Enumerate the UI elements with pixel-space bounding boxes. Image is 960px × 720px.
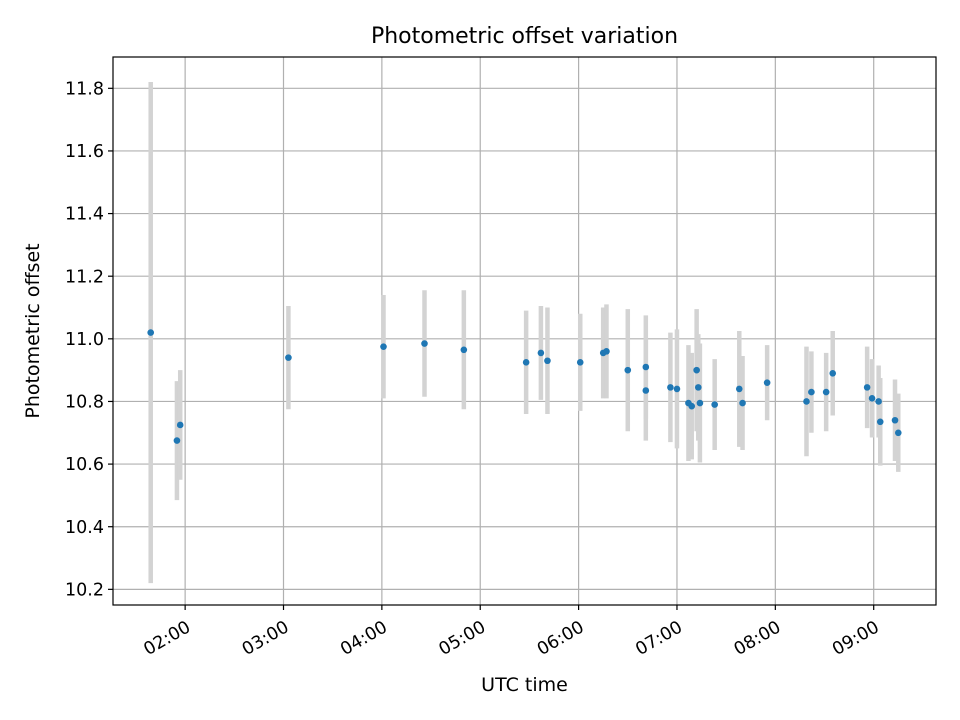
data-point	[868, 395, 876, 402]
data-point	[380, 343, 387, 350]
data-point	[544, 357, 551, 365]
y-tick-label: 10.2	[65, 580, 104, 600]
data-points	[147, 329, 902, 444]
data-point	[147, 329, 155, 336]
data-point	[522, 359, 530, 366]
data-point	[688, 402, 696, 410]
chart-title: Photometric offset variation	[371, 24, 678, 49]
y-tick-label: 10.6	[65, 455, 104, 475]
data-point	[642, 363, 650, 371]
data-point	[642, 387, 650, 394]
data-point	[803, 398, 810, 405]
y-axis-ticks: 10.2 10.4 10.6 10.8 11.0 11.2 11.4 11.6 11.8	[65, 79, 113, 600]
data-point	[173, 437, 181, 444]
data-point	[891, 416, 899, 424]
data-point	[696, 399, 704, 407]
data-point	[808, 388, 815, 396]
data-point	[603, 348, 610, 355]
y-tick-label: 10.8	[65, 393, 104, 413]
data-point	[667, 384, 674, 391]
data-point	[739, 399, 746, 407]
data-point	[875, 398, 882, 405]
data-point	[421, 340, 428, 347]
data-point	[711, 401, 718, 408]
data-point	[694, 384, 702, 391]
data-point	[894, 429, 902, 437]
data-point	[735, 385, 743, 393]
data-point	[673, 385, 681, 393]
data-point	[822, 388, 830, 396]
x-axis-label: UTC time	[481, 674, 568, 696]
plot-frame	[112, 56, 937, 606]
data-point	[285, 354, 292, 361]
data-point	[693, 366, 700, 374]
data-point	[863, 384, 871, 391]
y-tick-label: 11.6	[65, 142, 104, 162]
data-point	[763, 379, 771, 386]
data-point	[829, 369, 837, 377]
y-tick-label: 11.8	[65, 79, 104, 99]
y-tick-label: 10.4	[65, 518, 104, 538]
data-point	[624, 366, 632, 374]
y-tick-label: 11.2	[65, 267, 104, 287]
y-axis-label: Photometric offset	[22, 243, 44, 418]
data-point	[537, 349, 545, 357]
y-tick-label: 11.4	[65, 205, 104, 225]
data-point	[460, 346, 468, 354]
data-point	[876, 418, 884, 426]
data-point	[176, 421, 184, 429]
data-point	[576, 359, 584, 366]
grid-lines	[113, 57, 936, 605]
y-tick-label: 11.0	[65, 330, 104, 350]
